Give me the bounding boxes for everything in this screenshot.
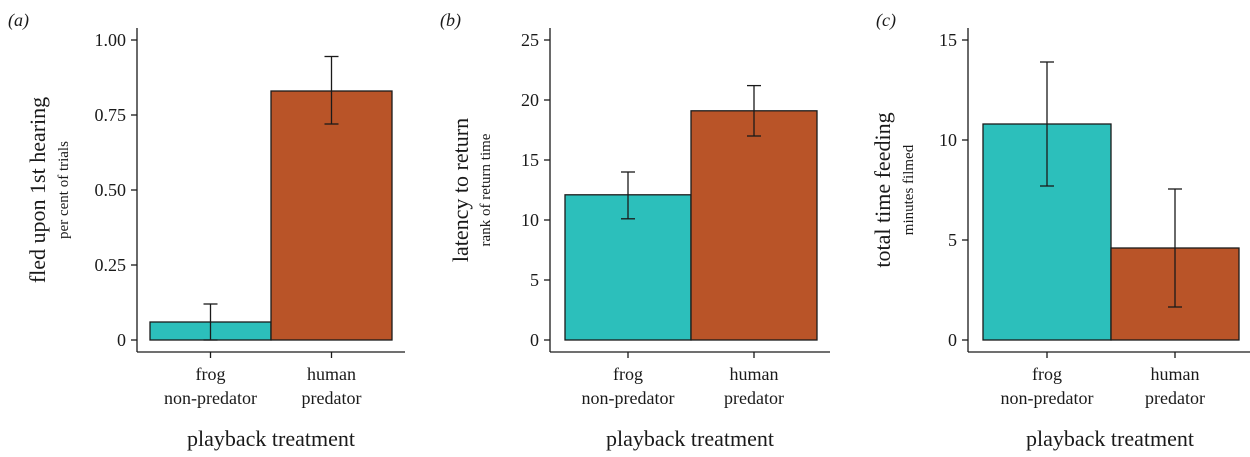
y-axis-sublabel: per cent of trials <box>56 141 72 239</box>
panel-label: (a) <box>8 10 29 31</box>
category-label: frog non-predator <box>1001 364 1094 408</box>
y-tick-label: 10 <box>521 210 539 230</box>
y-tick-label: 5 <box>948 230 957 250</box>
y-tick-label: 20 <box>521 90 539 110</box>
y-tick-label: 25 <box>521 30 539 50</box>
category-label: frog non-predator <box>582 364 675 408</box>
y-tick-label: 0 <box>948 330 957 350</box>
y-tick-label: 0 <box>117 330 126 350</box>
panel-label: (c) <box>876 10 896 31</box>
panel-label: (b) <box>440 10 461 31</box>
y-axis-label: latency to return <box>448 118 473 262</box>
category-label: human predator <box>724 364 784 408</box>
category-label: human predator <box>1145 364 1205 408</box>
x-axis-label: playback treatment <box>1026 426 1194 451</box>
y-tick-label: 15 <box>521 150 539 170</box>
panel-1: (a) 0 0.25 0.50 0.75 1.00 frog non-predator huma… <box>8 10 405 451</box>
panel-2: (b) 0 5 10 15 20 25 frog non-predator human predat… <box>440 10 830 451</box>
y-tick-label: 0.50 <box>95 180 127 200</box>
error-bar-1 <box>621 171 635 220</box>
x-axis-label: playback treatment <box>187 426 355 451</box>
y-tick-label: 10 <box>939 130 957 150</box>
category-label: frog non-predator <box>164 364 257 408</box>
y-axis-sublabel: rank of return time <box>478 133 494 246</box>
y-tick-label: 15 <box>939 30 957 50</box>
y-tick-label: 5 <box>530 270 539 290</box>
y-axis-label: total time feeding <box>870 112 895 267</box>
error-bar-2 <box>1168 188 1182 308</box>
y-tick-label: 1.00 <box>95 30 127 50</box>
error-bar-1 <box>1040 61 1054 187</box>
panel-3: (c) 0 5 10 15 frog non-predator human predator pl… <box>870 10 1250 451</box>
error-bar-1 <box>203 303 218 341</box>
bar-2 <box>270 90 393 341</box>
error-bar-2 <box>324 55 339 125</box>
y-axis-label: fled upon 1st hearing <box>25 97 50 283</box>
y-tick-label: 0.75 <box>95 105 127 125</box>
error-bar-2 <box>747 84 761 137</box>
x-axis-label: playback treatment <box>606 426 774 451</box>
bar-2 <box>690 110 818 341</box>
category-label: human predator <box>302 364 362 408</box>
y-axis-sublabel: minutes filmed <box>901 144 917 235</box>
y-tick-label: 0.25 <box>95 255 127 275</box>
y-tick-label: 0 <box>530 330 539 350</box>
